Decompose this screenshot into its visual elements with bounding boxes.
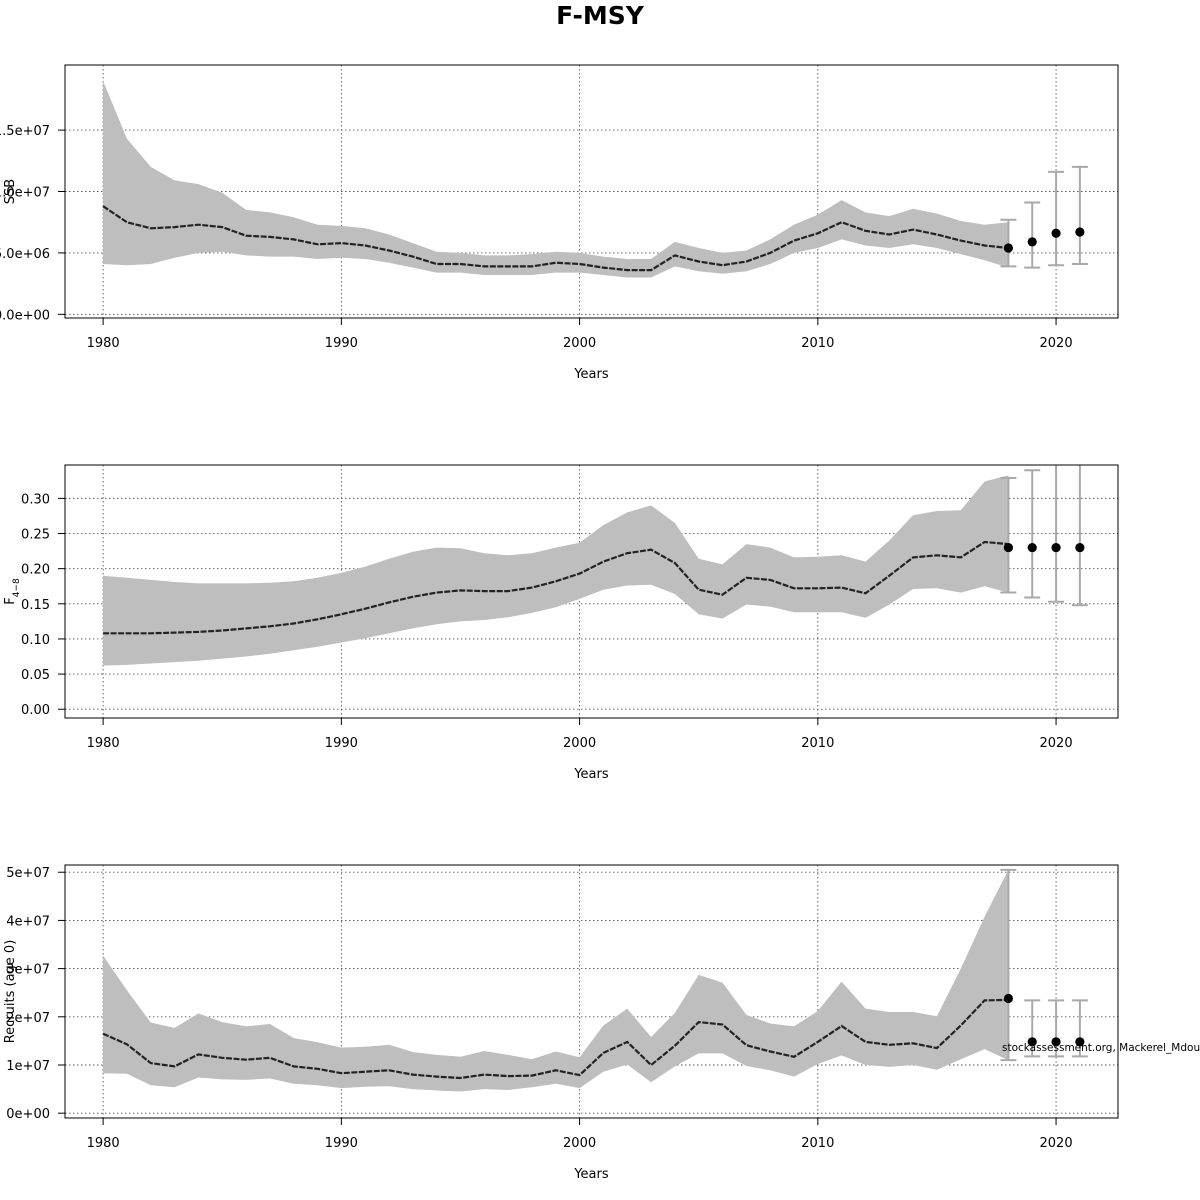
f-forecast-point <box>1051 542 1061 553</box>
recruits-forecast-point <box>1051 1037 1061 1047</box>
ssb-y-tick-label: 1.0e+07 <box>0 186 50 201</box>
f-y-tick-label: 0.00 <box>21 703 50 718</box>
ssb-x-tick-label: 2020 <box>1040 336 1073 351</box>
recruits-panel: 1980 1990 2000 2010 2020 0e+00 1e+07 2e+07 3e+07… <box>3 864 1119 1182</box>
f-confidence-band <box>103 475 1009 666</box>
f-y-tick-label: 0.10 <box>21 633 50 648</box>
ssb-forecast-point <box>1027 237 1037 247</box>
ssb-forecast-point <box>1051 228 1061 238</box>
f-x-tick-label: 1990 <box>325 736 358 751</box>
f-x-tick-label: 2020 <box>1040 736 1073 751</box>
f-y-tick-label: 0.15 <box>21 598 50 613</box>
ssb-x-axis-title: Years <box>573 367 609 382</box>
recruits-y-tick-label: 5e+07 <box>6 866 50 881</box>
f-forecast-point <box>1003 542 1014 553</box>
f-y-tick-label: 0.05 <box>21 668 50 683</box>
recruits-y-tick-label: 2e+07 <box>6 1011 50 1026</box>
recruits-forecast-series <box>1000 868 1088 1062</box>
recruits-forecast-point <box>1027 1037 1037 1047</box>
recruits-x-tick-label: 2000 <box>563 1136 596 1151</box>
source-note: stockassessment.org, Mackerel_Mdouble <box>1002 1042 1200 1054</box>
recruits-y-tick-label: 4e+07 <box>6 914 50 929</box>
recruits-x-tick-label: 1980 <box>87 1136 120 1151</box>
ssb-confidence-band <box>103 81 1009 278</box>
recruits-x-axis-title: Years <box>573 1167 609 1182</box>
ssb-x-tick-label: 2000 <box>563 336 596 351</box>
f-y-tick-label: 0.20 <box>21 563 50 578</box>
recruits-estimate-line <box>102 998 1009 1080</box>
ssb-x-tick-label: 1990 <box>325 336 358 351</box>
ssb-plot-frame <box>64 64 1119 319</box>
f-forecast-point <box>1075 542 1085 553</box>
ssb-y-tick-label: 0.0e+00 <box>0 308 50 323</box>
ssb-x-tick-label: 2010 <box>801 336 834 351</box>
f-panel: 1980 1990 2000 2010 2020 0.00 0.05 0.10 0.15 0.20… <box>3 464 1119 782</box>
recruits-y-tick-label: 0e+00 <box>6 1107 50 1122</box>
recruits-confidence-band <box>103 869 1009 1092</box>
ssb-forecast-point <box>1003 243 1014 253</box>
ssb-forecast-series <box>1000 165 1088 269</box>
f-plot-frame <box>64 464 1119 719</box>
f-forecast-series <box>1000 465 1088 607</box>
ssb-y-axis-title: SSB <box>3 179 18 204</box>
recruits-y-axis-title: Recruits (age 0) <box>3 940 18 1044</box>
recruits-x-tick-label: 1990 <box>325 1136 358 1151</box>
page-title: F-MSY <box>556 1 644 30</box>
recruits-forecast-point <box>1003 993 1014 1004</box>
f-forecast-point <box>1027 542 1037 553</box>
recruits-plot-frame <box>64 864 1119 1119</box>
f-x-tick-label: 2010 <box>801 736 834 751</box>
f-estimate-line <box>103 540 1009 635</box>
recruits-y-tick-label: 1e+07 <box>6 1059 50 1074</box>
ssb-y-tick-label: 1.5e+07 <box>0 124 50 139</box>
f-y-axis-subscript: 4−8 <box>12 578 22 597</box>
ssb-panel: 1980 1990 2000 2010 2020 0.0e+00 5.0e+06 1.0e+0… <box>0 64 1119 382</box>
recruits-forecast-point <box>1075 1037 1085 1047</box>
f-x-axis-title: Years <box>573 767 609 782</box>
recruits-x-tick-label: 2010 <box>801 1136 834 1151</box>
f-y-axis-title: F4−8 <box>3 578 22 605</box>
recruits-x-tick-label: 2020 <box>1040 1136 1073 1151</box>
ssb-x-tick-label: 1980 <box>87 336 120 351</box>
recruits-y-tick-label: 3e+07 <box>6 963 50 978</box>
f-x-tick-label: 2000 <box>563 736 596 751</box>
ssb-y-tick-label: 5.0e+06 <box>0 247 50 262</box>
f-y-tick-label: 0.30 <box>21 492 50 507</box>
f-x-tick-label: 1980 <box>87 736 120 751</box>
f-y-tick-label: 0.25 <box>21 528 50 543</box>
ssb-forecast-point <box>1075 227 1085 237</box>
ssb-estimate-line <box>102 205 1009 272</box>
